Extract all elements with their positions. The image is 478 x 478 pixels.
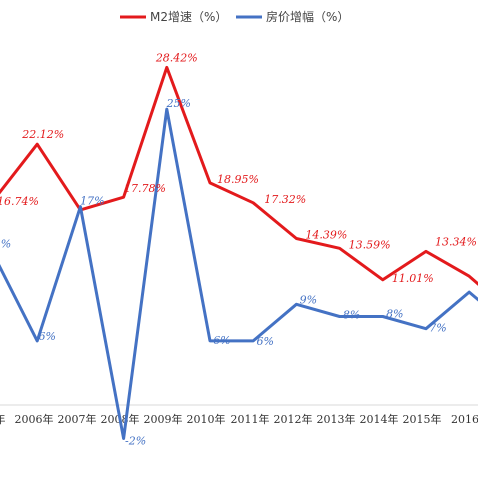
x-tick-label: 2011年	[231, 412, 270, 426]
data-label-house-price: -2%	[125, 435, 146, 448]
data-label-m2: 11.01%	[392, 272, 434, 285]
data-label-m2: 14.39%	[305, 229, 347, 242]
data-label-m2: 17.32%	[264, 193, 306, 206]
x-tick-label: 2015年	[403, 412, 442, 426]
legend: M2增速（%） 房价增幅（%）	[120, 9, 349, 24]
data-label-m2: 22.12%	[21, 128, 64, 141]
x-tick-label: 2009年	[144, 412, 183, 426]
x-tick-label: 2014年	[360, 412, 399, 426]
data-labels: 22.12% 28.42% 18.95% 17.32% 14.39%13.59% 11.0…	[0, 51, 477, 447]
data-label-m2: 28.42%	[155, 51, 198, 64]
data-label-house-price: 8%	[343, 309, 360, 322]
x-tick-label: 2007年	[58, 412, 97, 426]
data-label-house-price: 25%	[166, 97, 191, 110]
data-label-house-price: 8%	[386, 308, 403, 321]
data-label-house-price: 6%	[38, 330, 55, 343]
data-label-m2: 13.59%	[349, 238, 391, 251]
data-label-m2: 13.34%	[435, 235, 477, 248]
x-tick-label: 2012年	[274, 412, 313, 426]
data-label-house-price: 17%	[80, 195, 104, 208]
data-label-house-price: 6%	[256, 335, 273, 348]
data-label-m2: 16.74%	[0, 195, 39, 208]
data-label-m2: 17.78%	[124, 182, 166, 195]
data-label-house-price: 6%	[213, 334, 230, 347]
legend-label-house-price: 房价增幅（%）	[266, 9, 349, 24]
x-tick-label: 2006年	[15, 412, 54, 426]
x-tick-label: 2010年	[187, 412, 226, 426]
series-line-house-price	[0, 107, 478, 440]
x-tick-label: 年	[0, 412, 6, 426]
data-label-m2: 18.95%	[217, 173, 259, 186]
data-label-house-price: 9%	[300, 293, 317, 306]
x-tick-label: 2016	[451, 413, 478, 426]
x-tick-label: 2013年	[317, 412, 356, 426]
data-label-house-price: 7%	[429, 322, 446, 335]
legend-label-m2: M2增速（%）	[150, 10, 227, 24]
series-lines	[0, 65, 478, 440]
data-label-house-price: 13%	[0, 238, 11, 251]
x-axis-ticks: 年2006年2007年2008年2009年2010年2011年2012年2013…	[0, 412, 478, 426]
